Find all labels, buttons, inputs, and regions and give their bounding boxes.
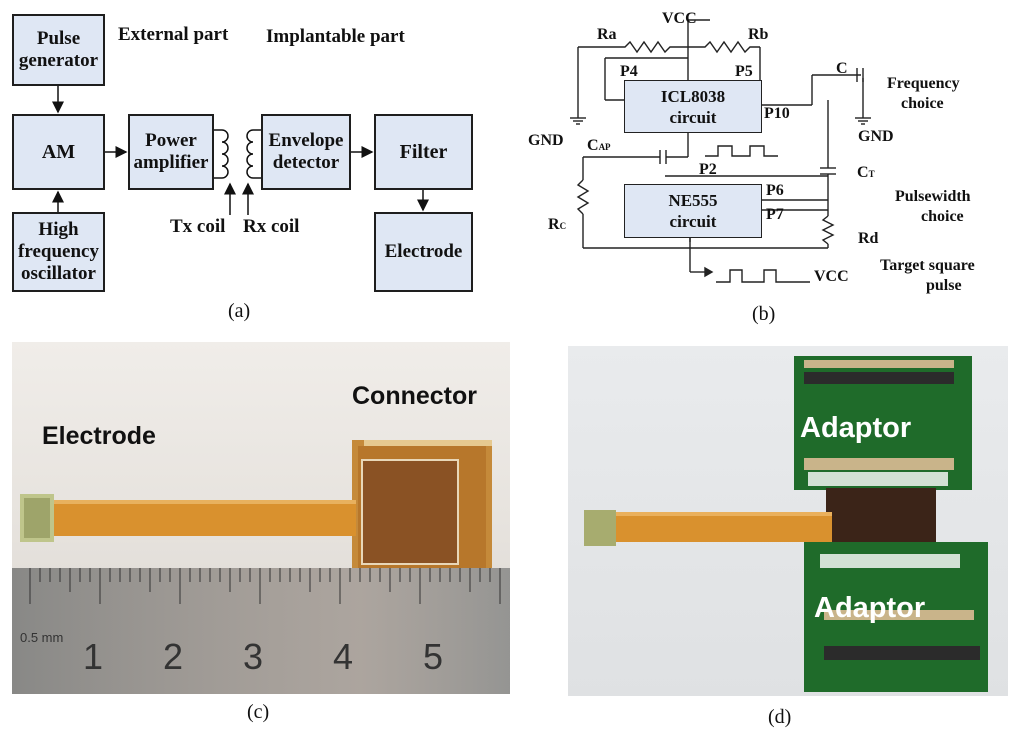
block-line: generator (18, 50, 99, 71)
rc-resistor (576, 179, 590, 215)
electrode-block: Electrode (374, 212, 473, 292)
gnd-right-label: GND (858, 128, 894, 145)
block-line: Filter (399, 141, 448, 163)
pw-line-1: Pulsewidth (895, 188, 971, 205)
p10-label: P10 (764, 105, 790, 122)
rb-label: Rb (748, 26, 769, 43)
ne555-chip: NE555 circuit (624, 184, 762, 238)
p7-label: P7 (766, 206, 784, 223)
panel-d-photo: Adaptor Adaptor (568, 346, 1008, 696)
frequency-choice-label: Frequency choice (887, 74, 960, 114)
electrode-strip-photo (12, 440, 510, 694)
adaptor-top-label: Adaptor (800, 412, 912, 444)
caption-d: (d) (768, 706, 792, 728)
rc-main: R (548, 216, 560, 233)
block-line: Electrode (384, 241, 463, 262)
connector-photo-label: Connector (352, 382, 477, 410)
pw-line-2: choice (921, 208, 964, 225)
block-line: amplifier (133, 152, 209, 173)
cap-main: C (587, 137, 599, 154)
ne-line-1: NE555 (668, 191, 718, 210)
caption-a: (a) (228, 300, 251, 322)
pulse-waveform-top (705, 145, 778, 157)
cap-label: CAP (587, 137, 611, 155)
ct-label: CT (857, 164, 875, 182)
ct-main: C (857, 164, 869, 181)
panel-a-connectors (52, 86, 429, 215)
block-line: frequency (18, 241, 99, 262)
block-line: detector (272, 152, 340, 173)
ct-sub: T (868, 169, 875, 179)
rx-coil-label: Rx coil (243, 216, 300, 237)
ruler-unit-label: 0.5 mm (20, 630, 64, 645)
envelope-detector-block: Envelope detector (261, 114, 351, 190)
electrode-photo-label: Electrode (42, 422, 156, 450)
block-line: High (38, 219, 79, 240)
tx-coil-icon (214, 129, 229, 179)
block-line: Pulse (36, 28, 81, 49)
ra-resistor (578, 40, 688, 54)
ruler-number: 5 (423, 636, 444, 677)
caption-c: (c) (247, 701, 270, 723)
rd-resistor (821, 215, 835, 245)
ruler-number: 4 (333, 636, 354, 677)
adaptor-bottom-label: Adaptor (814, 592, 926, 624)
rc-sub: C (559, 221, 567, 231)
am-block: AM (12, 114, 105, 190)
cap-sub: AP (598, 142, 611, 152)
caption-b: (b) (752, 303, 776, 325)
adaptor-boards-photo (584, 356, 988, 692)
target-line-1: Target square (880, 257, 975, 274)
icl8038-chip: ICL8038 circuit (624, 80, 762, 133)
p2-label: P2 (699, 161, 717, 178)
pulse-generator-block: Pulse generator (12, 14, 105, 86)
block-line: Power (145, 130, 197, 151)
rd-label: Rd (858, 230, 879, 247)
target-line-2: pulse (926, 277, 962, 294)
block-line: Envelope (268, 130, 344, 151)
panel-b-schematic (570, 19, 871, 283)
rc-label: RC (548, 216, 566, 234)
tx-coil-label: Tx coil (170, 216, 226, 237)
rx-coil-icon (246, 129, 261, 179)
implantable-part-label: Implantable part (266, 26, 405, 47)
filter-block: Filter (374, 114, 473, 190)
pulse-waveform-bottom (716, 269, 810, 283)
ruler-number: 1 (83, 636, 104, 677)
block-line: oscillator (21, 263, 96, 284)
target-square-pulse-label: Target square pulse (880, 256, 975, 296)
power-amplifier-block: Power amplifier (128, 114, 214, 190)
hf-oscillator-block: High frequency oscillator (12, 212, 105, 292)
ruler-number: 2 (163, 636, 184, 677)
freq-line-1: Frequency (887, 75, 960, 92)
p5-label: P5 (735, 63, 753, 80)
freq-line-2: choice (901, 95, 944, 112)
p6-label: P6 (766, 182, 784, 199)
icl-line-1: ICL8038 (660, 87, 726, 106)
ra-label: Ra (597, 26, 617, 43)
gnd-left-label: GND (528, 132, 564, 149)
rb-resistor (688, 40, 760, 54)
pulsewidth-choice-label: Pulsewidth choice (895, 187, 971, 227)
p4-label: P4 (620, 63, 638, 80)
c-label: C (836, 60, 848, 77)
icl-line-2: circuit (669, 108, 717, 127)
block-line: AM (41, 141, 76, 163)
vcc-bottom-label: VCC (814, 268, 849, 285)
panel-c-photo: 0.5 mm 1 2 3 4 5 Electrode Connector (12, 342, 510, 694)
vcc-top-label: VCC (662, 10, 697, 27)
ruler-number: 3 (243, 636, 264, 677)
ne-line-2: circuit (669, 212, 717, 231)
external-part-label: External part (118, 24, 229, 45)
